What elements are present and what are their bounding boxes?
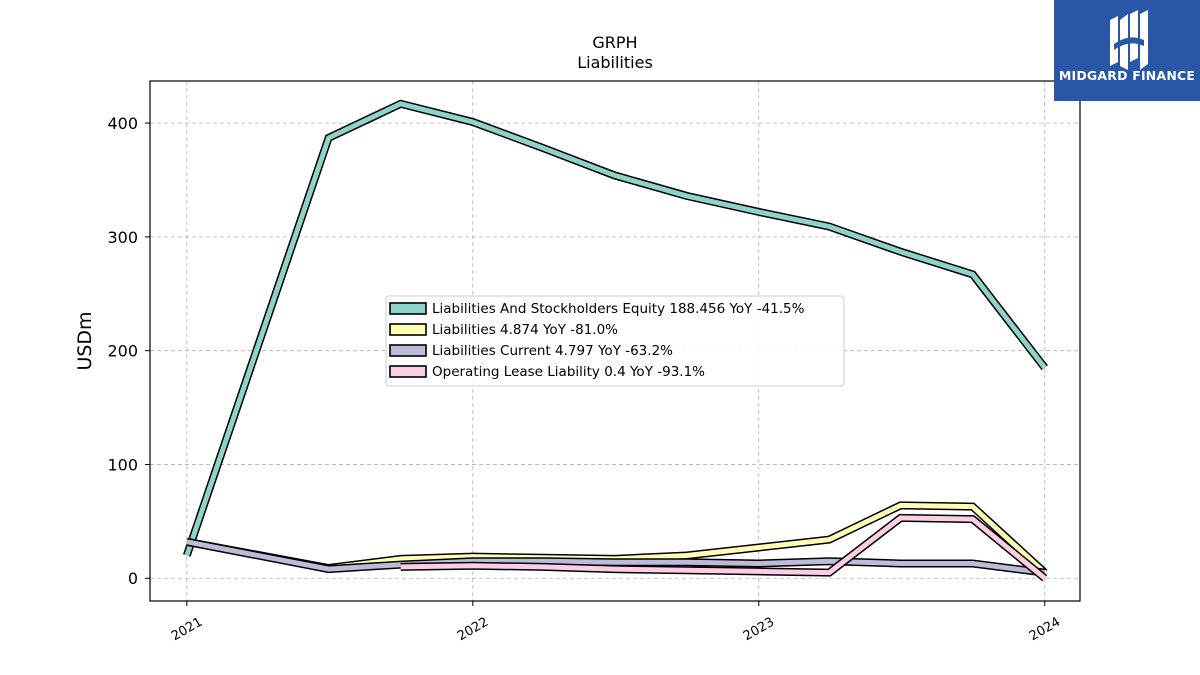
y-axis-label: USDm <box>74 311 96 370</box>
x-tick-label: 2023 <box>741 615 777 645</box>
y-axis: 0 100 200 300 400 <box>107 114 150 588</box>
y-tick-label: 400 <box>107 114 138 133</box>
y-tick-label: 300 <box>107 228 138 247</box>
legend-entry: Liabilities 4.874 YoY -81.0% <box>432 322 618 338</box>
x-tick-label: 2024 <box>1027 615 1063 645</box>
legend-entry: Operating Lease Liability 0.4 YoY -93.1% <box>432 364 705 380</box>
y-tick-label: 100 <box>107 455 138 474</box>
x-axis: 2021 2022 2023 2024 <box>169 601 1063 644</box>
chart-title: GRPH <box>592 33 637 52</box>
legend-entry: Liabilities And Stockholders Equity 188.… <box>432 301 805 317</box>
series-line-1 <box>186 502 1047 575</box>
legend-swatch <box>389 323 427 336</box>
series-line-3 <box>400 515 1047 581</box>
legend-swatch <box>389 365 427 378</box>
legend-entry: Liabilities Current 4.797 YoY -63.2% <box>432 343 673 359</box>
y-tick-label: 200 <box>107 342 138 361</box>
brand-logo: MIDGARD FINANCE <box>1054 0 1200 101</box>
x-tick-label: 2021 <box>169 615 205 645</box>
x-tick-label: 2022 <box>455 615 491 645</box>
midgard-logo-icon <box>1110 10 1148 70</box>
y-tick-label: 0 <box>128 569 138 588</box>
brand-name: MIDGARD FINANCE <box>1058 68 1196 83</box>
plot-frame <box>149 80 1081 602</box>
legend-swatch <box>389 302 427 315</box>
legend-box <box>385 295 845 387</box>
legend: Liabilities And Stockholders Equity 188.… <box>385 295 845 387</box>
series-line-0 <box>184 101 1047 557</box>
series-lines <box>183 99 1048 582</box>
chart-subtitle: Liabilities <box>577 53 653 72</box>
series-line-2 <box>186 539 1046 576</box>
legend-swatch <box>389 344 427 357</box>
